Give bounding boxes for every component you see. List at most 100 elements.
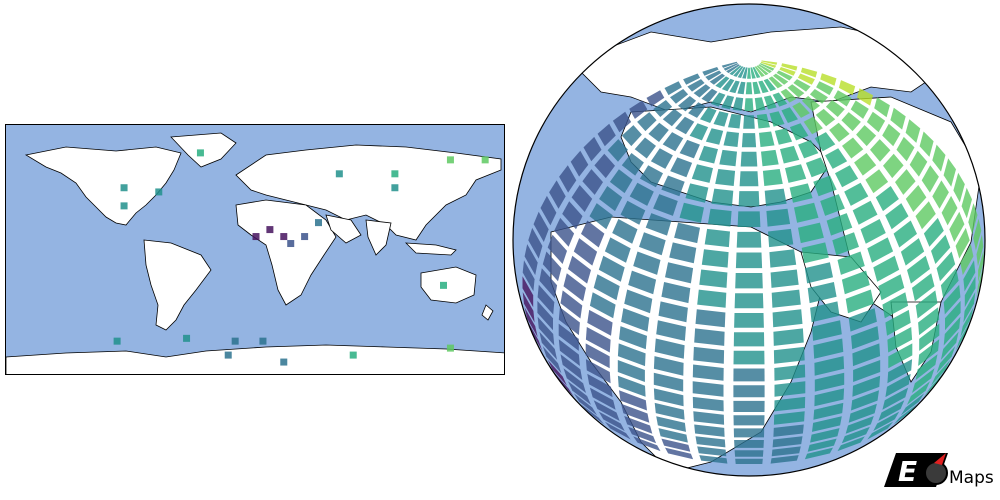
globe-data-cell: [809, 89, 828, 104]
globe-data-cell: [850, 100, 869, 119]
globe-data-cell: [882, 387, 909, 410]
globe-data-cell: [669, 242, 697, 264]
data-marker: [440, 281, 447, 289]
globe-data-cell: [921, 165, 939, 193]
globe-data-cell: [816, 81, 834, 96]
globe-data-cell: [695, 309, 726, 328]
globe-data-cell: [654, 338, 685, 359]
globe-data-cell: [693, 411, 725, 425]
globe-data-cell: [692, 381, 724, 397]
globe-data-cell: [873, 411, 900, 431]
globe-data-cell: [960, 244, 974, 276]
globe-data-cell: [734, 440, 764, 448]
globe-data-cell: [807, 282, 837, 304]
globe-data-cell: [723, 63, 739, 71]
globe-data-cell: [637, 112, 657, 132]
globe-data-cell: [573, 238, 598, 266]
globe-data-cell: [734, 313, 764, 328]
globe-data-cell: [955, 322, 970, 352]
globe-data-cell: [539, 331, 558, 360]
globe-data-cell: [549, 180, 566, 209]
globe-data-cell: [560, 354, 583, 380]
globe-data-cell: [661, 282, 691, 304]
marker-layer: [113, 149, 489, 366]
data-marker: [280, 358, 288, 366]
globe-data-cell: [733, 66, 744, 77]
globe-data-cell: [964, 276, 976, 308]
globe-data-cell: [787, 84, 805, 98]
globe-data-cell: [832, 232, 859, 256]
globe-data-cell: [621, 308, 650, 332]
globe-data-cell: [634, 137, 656, 159]
globe-data-cell: [729, 65, 742, 76]
globe-data-cell: [896, 136, 915, 162]
globe-data-cell: [598, 411, 625, 431]
globe-data-cell: [837, 251, 865, 275]
globe-data-cell: [607, 139, 628, 162]
globe-data-cell: [771, 446, 801, 457]
globe-data-cell: [568, 255, 591, 284]
globe-data-cell: [779, 67, 796, 76]
globe-data-cell: [835, 165, 859, 188]
globe-data-cell: [825, 100, 845, 117]
globe-data-cell: [619, 390, 647, 411]
globe-data-cell: [870, 139, 891, 162]
globe-data-cell: [559, 165, 577, 193]
globe-data-cell: [973, 218, 982, 251]
world-map-svg: [6, 125, 504, 374]
globe-data-cell: [833, 90, 852, 107]
globe-data-cell: [621, 403, 650, 423]
globe-data-cell: [737, 211, 761, 227]
globe-data-cell: [570, 150, 589, 177]
globe-data-cell: [759, 63, 775, 71]
globe-data-cell: [524, 307, 538, 338]
globe-data-cell: [539, 268, 558, 299]
globe-data-cell: [604, 237, 631, 263]
globe-data-cell: [807, 438, 837, 452]
globe-data-cell: [653, 194, 678, 216]
south-america: [143, 239, 212, 331]
globe-data-cell: [629, 100, 648, 119]
globe-data-cell: [943, 158, 956, 187]
eomaps-logo: E Maps: [876, 447, 996, 495]
logo-globe-icon: [924, 461, 948, 485]
globe-data-cell: [542, 251, 562, 282]
globe-data-cell: [752, 67, 761, 78]
globe-data-cell: [715, 169, 736, 186]
globe-data-cell: [554, 372, 575, 398]
globe-data-cell: [936, 346, 956, 374]
globe-data-cell: [585, 359, 611, 384]
globe-data-cell: [772, 309, 803, 328]
globe-data-cell: [867, 421, 894, 440]
globe-data-cell: [621, 153, 644, 176]
globe-data-cell: [756, 113, 770, 129]
globe-data-cell: [912, 273, 935, 302]
globe-data-cell: [820, 194, 845, 216]
arabia: [325, 214, 362, 244]
globe-data-cell: [852, 343, 881, 367]
globe-data-cell: [692, 396, 724, 412]
globe-data-cell: [774, 396, 806, 412]
globe-data-cell: [882, 123, 901, 147]
globe-data-cell: [701, 249, 729, 268]
globe-data-cell: [710, 92, 726, 107]
data-marker: [196, 149, 204, 157]
globe-data-cell: [558, 323, 579, 351]
globe-data-cell: [750, 67, 756, 79]
globe-data-cell: [932, 144, 946, 172]
globe-data-cell: [598, 255, 625, 282]
globe-data-cell: [857, 88, 873, 106]
globe-data-cell: [792, 102, 810, 118]
globe-data-cell: [758, 80, 769, 94]
globe-data-cell: [582, 169, 603, 195]
globe-data-cell: [936, 251, 956, 282]
antarctica: [6, 344, 504, 374]
globe-data-cell: [665, 447, 694, 460]
globe-data-cell: [653, 100, 673, 117]
data-marker: [224, 351, 232, 359]
globe-data-cell: [728, 113, 742, 129]
globe-data-cell: [528, 227, 543, 259]
data-marker: [280, 233, 288, 241]
globe-data-cell: [789, 123, 809, 141]
globe-data-cell: [801, 242, 829, 264]
